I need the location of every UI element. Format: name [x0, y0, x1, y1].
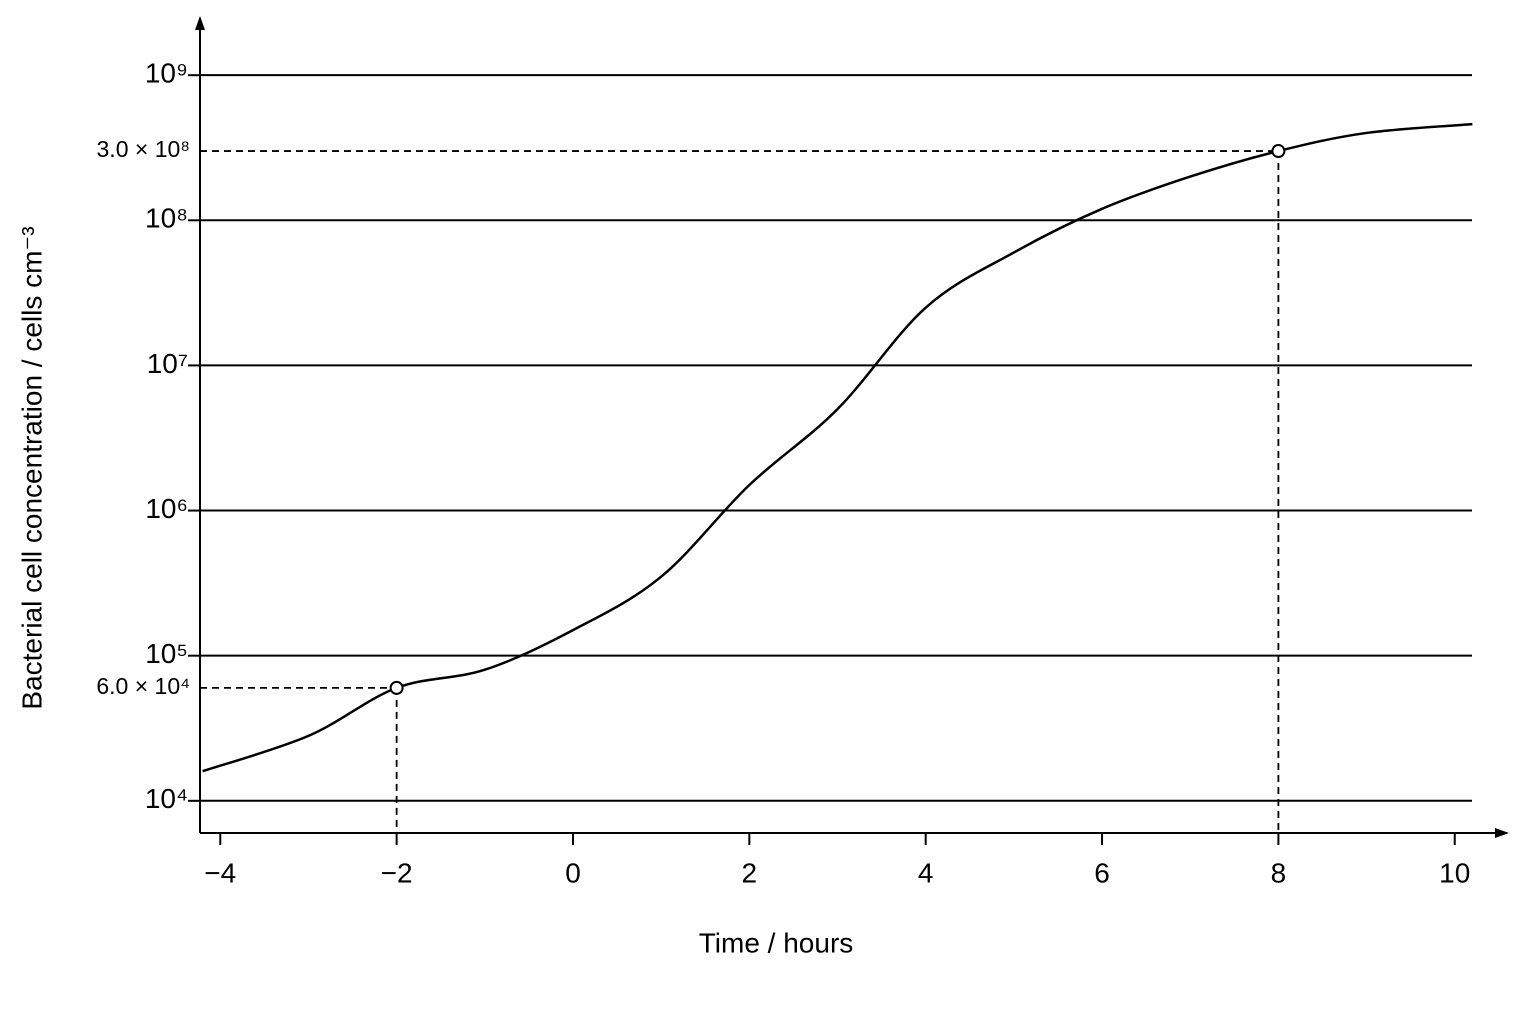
y-tick-label: 10⁴ — [145, 783, 188, 814]
annotation-point — [1271, 144, 1286, 159]
y-axis-label: Bacterial cell concentration / cells cm⁻… — [16, 226, 47, 709]
y-tick-label: 10⁹ — [145, 58, 188, 89]
y-tick-label: 10⁶ — [145, 493, 188, 524]
y-tick-label: 10⁵ — [145, 638, 188, 669]
annotation-label: 6.0 × 10⁴ — [96, 673, 190, 699]
y-tick-label: 10⁸ — [145, 203, 188, 234]
x-tick-label: 2 — [742, 857, 758, 888]
x-tick-label: 8 — [1271, 857, 1287, 888]
x-tick-label: −2 — [381, 857, 413, 888]
y-tick-label: 10⁷ — [147, 348, 188, 379]
annotation-point — [389, 680, 404, 695]
x-axis-label: Time / hours — [699, 927, 854, 958]
x-tick-label: 10 — [1439, 857, 1470, 888]
x-tick-label: 4 — [918, 857, 934, 888]
growth-curve — [202, 122, 1473, 773]
x-tick-label: −4 — [204, 857, 236, 888]
annotation-label: 3.0 × 10⁸ — [97, 136, 190, 162]
x-tick-label: 6 — [1094, 857, 1110, 888]
x-tick-label: 0 — [565, 857, 581, 888]
